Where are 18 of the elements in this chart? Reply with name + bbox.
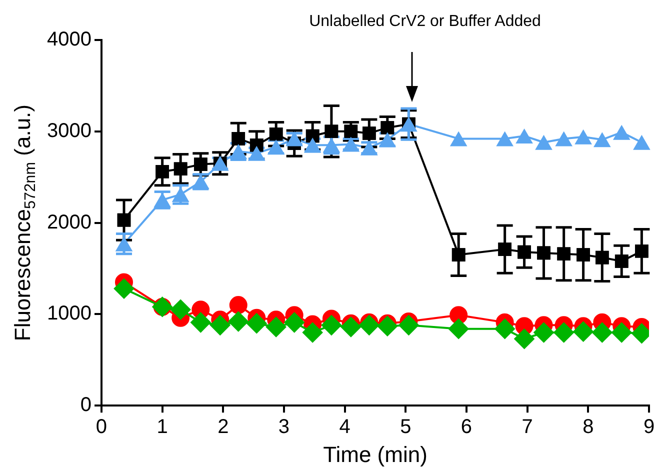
y-axis-title: Fluorescence572nm (a.u.) xyxy=(10,104,39,342)
text: Unlabelled CrV2 or Buffer Added xyxy=(309,13,541,30)
x-tick-label: 7 xyxy=(522,416,533,438)
y-tick-label: 0 xyxy=(80,394,92,416)
y-tick-label: 4000 xyxy=(46,28,92,51)
x-tick-label: 6 xyxy=(460,416,472,438)
x-tick-label: 9 xyxy=(643,416,655,438)
x-tick-label: 5 xyxy=(400,416,412,438)
x-tick-label: 3 xyxy=(278,416,290,438)
y-tick-label: 1000 xyxy=(46,302,92,325)
x-axis-title: Time (min) xyxy=(323,442,428,467)
x-tick-label: 4 xyxy=(339,416,350,438)
x-tick-label: 0 xyxy=(96,416,108,438)
y-tick-label: 2000 xyxy=(46,211,92,234)
x-tick-label: 2 xyxy=(218,416,229,438)
x-tick-label: 1 xyxy=(156,416,168,438)
y-tick-label: 3000 xyxy=(46,120,92,142)
x-tick-label: 8 xyxy=(582,416,594,438)
